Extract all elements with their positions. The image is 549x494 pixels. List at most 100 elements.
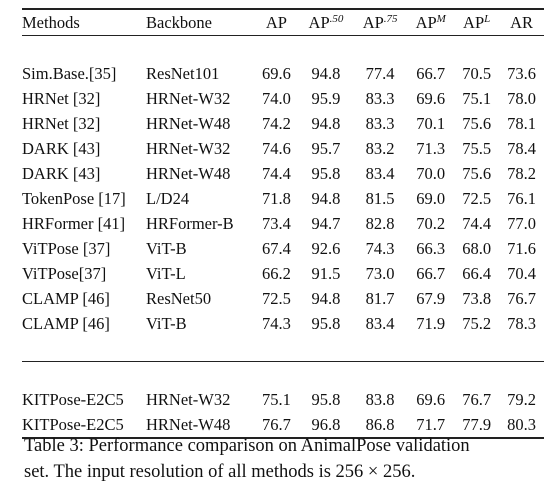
ap-cell: 74.6 (262, 139, 291, 158)
results-table: Methods Backbone AP AP.50 AP.75 APM APL … (22, 8, 544, 439)
ap50-cell: 95.9 (311, 89, 341, 108)
spacer-cell (22, 36, 544, 62)
header-backbone: Backbone (146, 13, 212, 32)
ar-cell: 78.2 (507, 164, 536, 183)
apl-cell: 74.4 (462, 214, 492, 233)
ar-cell: 70.4 (507, 264, 536, 283)
proposed-methods-group: KITPose-E2C5 HRNet-W32 75.1 95.8 83.8 69.6 76.… (22, 361, 544, 439)
header-ap50: AP.50 (299, 9, 353, 36)
ap50-cell: 94.8 (311, 289, 341, 308)
method-cell: HRNet [32] (22, 114, 101, 133)
ap50-cell: 95.8 (311, 164, 341, 183)
ap-cell: 75.1 (262, 390, 291, 409)
header-row: Methods Backbone AP AP.50 AP.75 APM APL … (22, 9, 544, 36)
ap50-cell: 94.8 (311, 64, 341, 83)
apl-cell: 75.6 (462, 114, 492, 133)
ap75-cell: 83.3 (365, 114, 395, 133)
apm-cell: 69.0 (416, 189, 446, 208)
header-apm-sup: M (436, 13, 446, 25)
ap-cell: 74.2 (262, 114, 291, 133)
backbone-cell: HRNet-W32 (146, 89, 231, 108)
method-cell: CLAMP [46] (22, 289, 110, 308)
table-row: TokenPose [17] L/D24 71.8 94.8 81.5 69.0 72.5 7… (22, 186, 544, 211)
backbone-cell: ResNet101 (146, 64, 220, 83)
ar-cell: 71.6 (507, 239, 536, 258)
spacer-cell (22, 362, 544, 388)
table-row: ViTPose[37] ViT-L 66.2 91.5 73.0 66.7 66.4 70.4 (22, 261, 544, 286)
method-cell: KITPose-E2C5 (22, 390, 124, 409)
spacer-cell (22, 336, 544, 362)
header-ap50-base: AP (308, 13, 330, 32)
apl-cell: 75.6 (462, 164, 492, 183)
ar-cell-best: 80.3 (499, 412, 544, 439)
ap75-cell-best: 86.8 (353, 412, 408, 439)
ap75-cell: 83.8 (365, 390, 395, 409)
ap75-cell: 83.3 (365, 89, 395, 108)
table-row: HRNet [32] HRNet-W48 74.2 94.8 83.3 70.1 75.6 7… (22, 111, 544, 136)
apm-cell: 69.6 (416, 390, 446, 409)
apl-cell: 66.4 (462, 264, 492, 283)
ap75-cell: 81.7 (365, 289, 395, 308)
backbone-cell: HRNet-W32 (146, 139, 231, 158)
apl-cell: 73.8 (462, 289, 492, 308)
ap75-cell: 83.2 (365, 139, 395, 158)
header-methods: Methods (22, 13, 80, 32)
ap-cell: 73.4 (262, 214, 291, 233)
table-row: DARK [43] HRNet-W32 74.6 95.7 83.2 71.3 75.5 78… (22, 136, 544, 161)
ar-cell: 78.1 (507, 114, 536, 133)
apl-cell: 72.5 (462, 189, 492, 208)
method-cell: Sim.Base.[35] (22, 64, 117, 83)
table-header: Methods Backbone AP AP.50 AP.75 APM APL … (22, 9, 544, 36)
apl-cell: 75.5 (462, 139, 492, 158)
method-cell: ViTPose [37] (22, 239, 111, 258)
ap50-cell: 95.8 (311, 390, 341, 409)
apm-cell: 66.7 (416, 64, 446, 83)
method-cell: DARK [43] (22, 164, 101, 183)
table-row: DARK [43] HRNet-W48 74.4 95.8 83.4 70.0 75.6 78… (22, 161, 544, 186)
header-ap75-sup: .75 (383, 13, 398, 25)
ap50-cell: 95.8 (311, 314, 341, 333)
apm-cell: 66.3 (416, 239, 446, 258)
caption-line-2: set. The input resolution of all methods… (24, 462, 416, 482)
apm-cell: 70.2 (416, 214, 446, 233)
backbone-cell: HRNet-W48 (146, 412, 254, 439)
table-row: CLAMP [46] ResNet50 72.5 94.8 81.7 67.9 73.8 76… (22, 286, 544, 311)
ar-cell: 76.7 (507, 289, 536, 308)
table-row: CLAMP [46] ViT-B 74.3 95.8 83.4 71.9 75.2 78.3 (22, 311, 544, 336)
apm-cell: 71.3 (416, 139, 446, 158)
ap50-cell: 94.8 (311, 114, 341, 133)
table-row: KITPose-E2C5 HRNet-W48 76.7 96.8 86.8 71.7 77.… (22, 412, 544, 439)
apm-cell: 70.1 (416, 114, 446, 133)
backbone-cell: HRNet-W48 (146, 164, 231, 183)
backbone-cell: HRNet-W32 (146, 390, 231, 409)
apm-cell-best: 71.9 (416, 314, 446, 333)
ap-cell: 69.6 (262, 64, 291, 83)
method-cell: DARK [43] (22, 139, 101, 158)
apl-cell: 75.2 (462, 314, 492, 333)
ap75-cell: 81.5 (365, 189, 395, 208)
ap50-cell: 92.6 (311, 239, 341, 258)
ap-cell: 74.0 (262, 89, 291, 108)
header-apl-sup: L (484, 13, 491, 25)
ap-cell: 74.3 (262, 314, 291, 333)
ap-cell: 67.4 (262, 239, 291, 258)
spacer-row (22, 362, 544, 388)
apl-cell: 68.0 (462, 239, 492, 258)
method-cell: ViTPose[37] (22, 264, 107, 283)
ap-cell: 72.5 (262, 289, 291, 308)
backbone-cell: ViT-B (146, 314, 187, 333)
apm-cell: 70.0 (416, 164, 446, 183)
header-ap75-base: AP (362, 13, 384, 32)
ar-cell: 78.4 (507, 139, 536, 158)
ap75-cell: 77.4 (365, 64, 395, 83)
header-ap: AP (265, 13, 287, 32)
apm-cell: 67.9 (416, 289, 446, 308)
ap75-cell: 74.3 (365, 239, 395, 258)
ar-cell: 76.1 (507, 189, 536, 208)
method-cell: CLAMP [46] (22, 314, 110, 333)
table-caption: Table 3: Performance comparison on Anima… (24, 433, 544, 485)
apl-cell-best: 77.9 (454, 412, 500, 439)
header-ar: AR (510, 13, 533, 32)
backbone-cell: HRFormer-B (146, 214, 234, 233)
